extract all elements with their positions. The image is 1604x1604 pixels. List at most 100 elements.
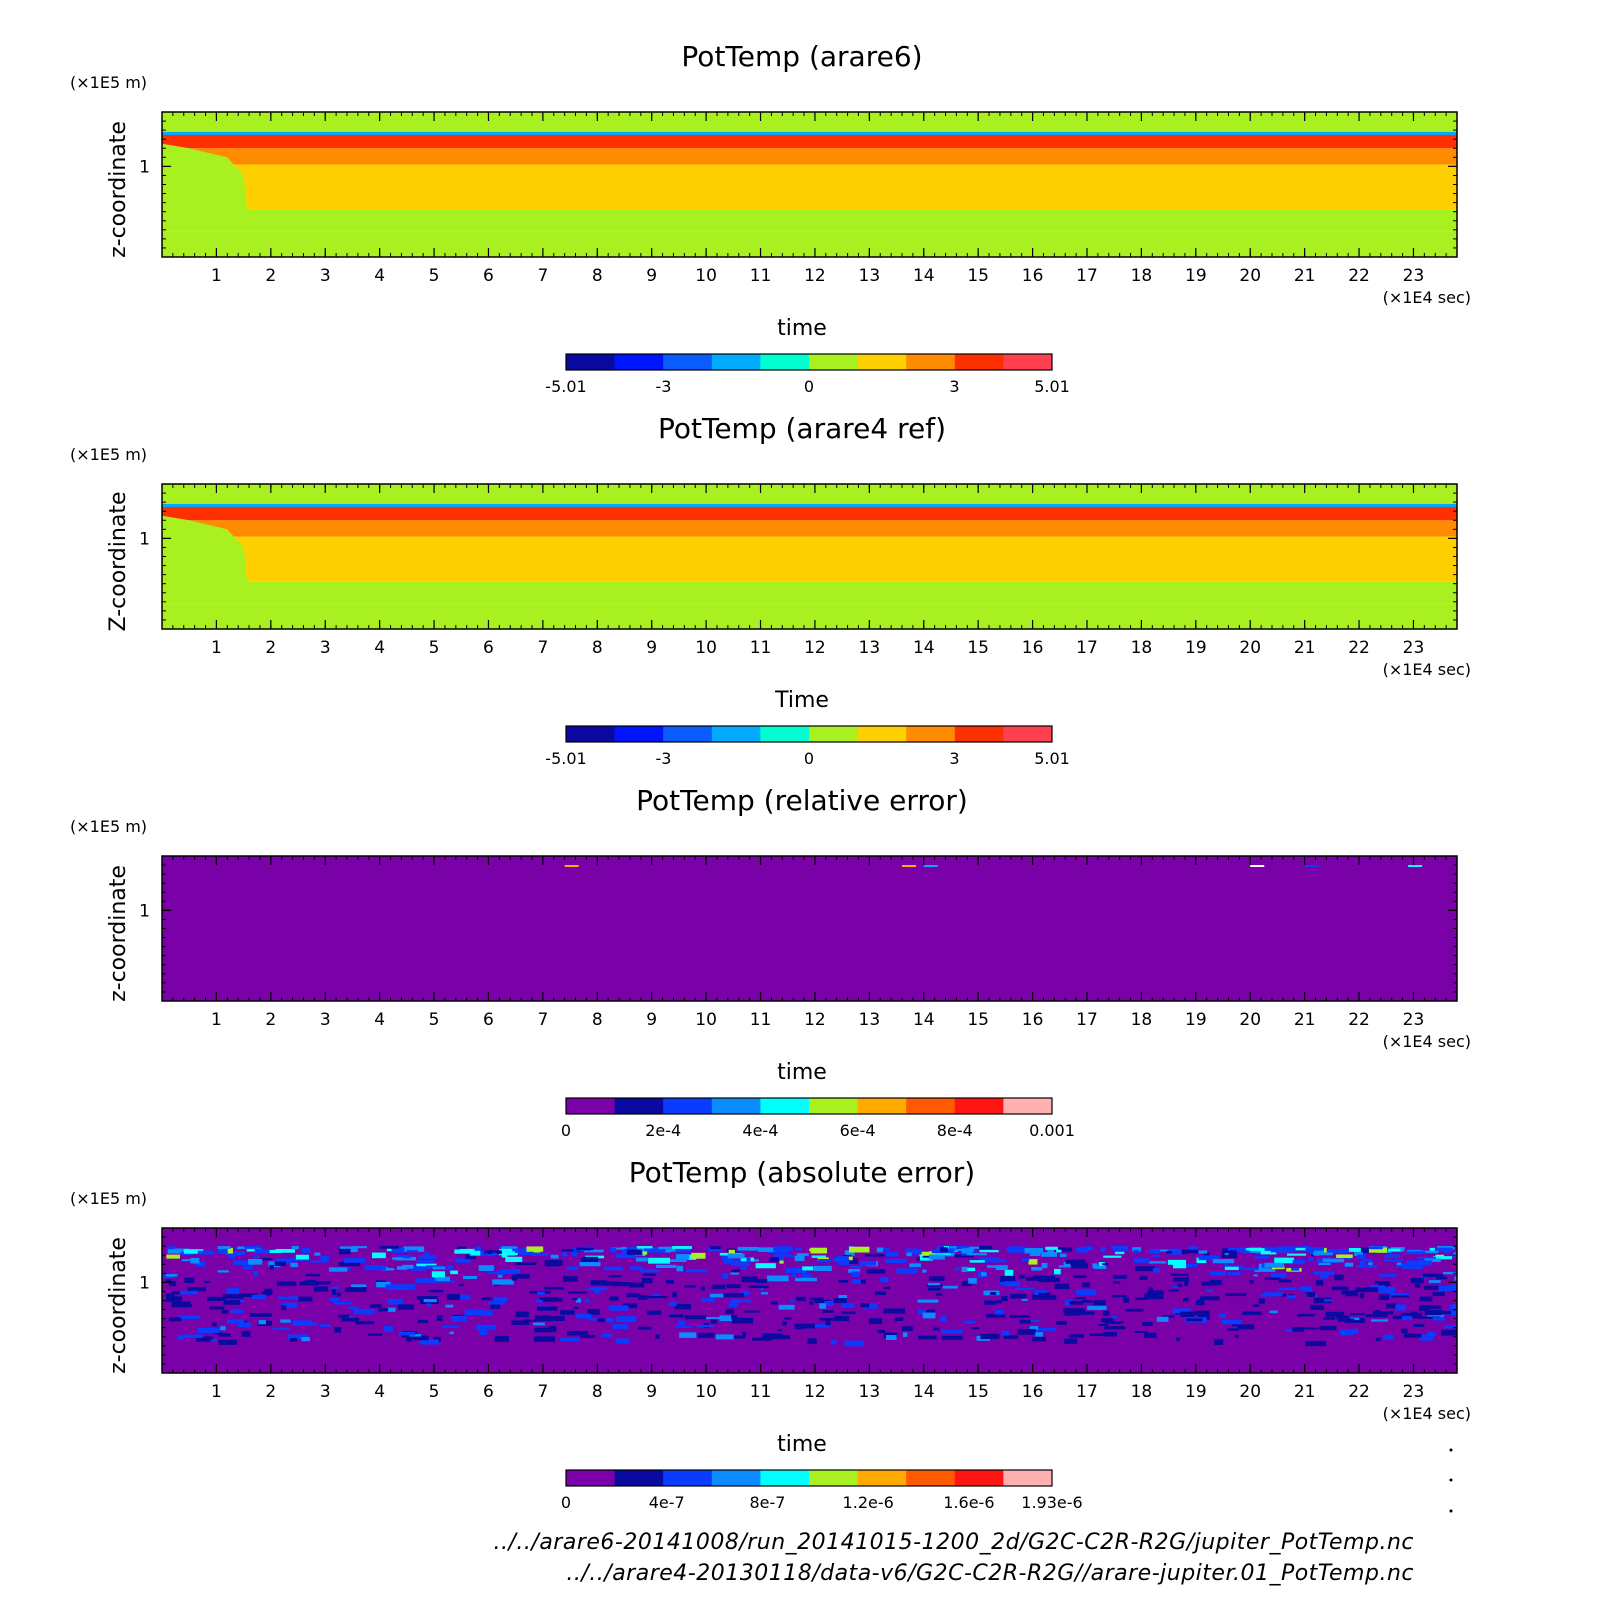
error-speckle bbox=[1045, 1246, 1058, 1250]
error-speckle bbox=[1172, 1308, 1191, 1314]
colorbar-segment bbox=[711, 726, 761, 742]
y-scale-label: (×1E5 m) bbox=[70, 1189, 147, 1208]
heatmap-fleck bbox=[306, 114, 315, 118]
heatmap-fleck bbox=[950, 486, 959, 490]
colorbar-label: 8e-7 bbox=[749, 1493, 785, 1512]
error-speckle bbox=[242, 1266, 253, 1270]
error-speckle bbox=[1168, 1248, 1182, 1255]
error-speckle bbox=[1410, 1277, 1424, 1284]
error-speckle bbox=[1260, 1293, 1274, 1297]
error-speckle bbox=[165, 1293, 175, 1297]
error-speckle bbox=[608, 1305, 629, 1311]
x-axis-label: time bbox=[777, 1060, 827, 1085]
x-tick-label: 5 bbox=[429, 266, 440, 286]
error-speckle bbox=[1354, 1252, 1363, 1257]
colorbar-segment bbox=[663, 1098, 713, 1114]
error-speckle bbox=[428, 1289, 444, 1293]
error-speckle bbox=[1324, 1299, 1332, 1302]
error-speckle bbox=[609, 1296, 619, 1301]
heatmap-fleck bbox=[743, 114, 753, 118]
error-speckle bbox=[971, 1246, 980, 1249]
error-speckle bbox=[524, 1247, 529, 1251]
error-speckle bbox=[1363, 1258, 1374, 1262]
heatmap-fleck bbox=[925, 114, 930, 118]
error-speckle bbox=[573, 1306, 579, 1309]
error-speckle bbox=[978, 1257, 1000, 1263]
error-speckle bbox=[392, 1257, 404, 1260]
x-tick-label: 19 bbox=[1185, 1010, 1207, 1030]
colorbar-segment bbox=[809, 1098, 859, 1114]
error-speckle bbox=[1325, 1311, 1345, 1317]
error-speckle bbox=[639, 1269, 660, 1273]
y-scale-label: (×1E5 m) bbox=[70, 445, 147, 464]
error-speckle bbox=[728, 1249, 735, 1254]
error-speckle bbox=[355, 1321, 375, 1325]
error-speckle bbox=[1225, 1293, 1247, 1297]
error-speckle bbox=[1144, 1293, 1164, 1300]
colorbar-label: 1.6e-6 bbox=[943, 1493, 994, 1512]
error-speckle bbox=[885, 1258, 907, 1264]
x-tick-label: 22 bbox=[1348, 638, 1370, 658]
error-speckle bbox=[1291, 1267, 1300, 1271]
error-speckle bbox=[1249, 1280, 1254, 1284]
x-tick-label: 17 bbox=[1076, 1382, 1098, 1402]
error-speckle bbox=[295, 1254, 309, 1260]
error-speckle bbox=[1316, 1280, 1324, 1286]
chart-title: PotTemp (absolute error) bbox=[629, 1156, 975, 1189]
heatmap-fleck bbox=[488, 114, 494, 118]
error-speckle bbox=[275, 1258, 292, 1264]
error-speckle bbox=[1135, 1266, 1155, 1272]
error-speckle bbox=[277, 1281, 297, 1286]
error-speckle bbox=[1356, 1265, 1378, 1268]
error-speckle bbox=[212, 1322, 217, 1327]
colorbar-label: -5.01 bbox=[545, 749, 586, 768]
error-speckle bbox=[290, 1262, 298, 1268]
heatmap-fleck bbox=[1422, 114, 1431, 118]
error-speckle bbox=[851, 1271, 860, 1277]
error-speckle bbox=[278, 1296, 300, 1300]
error-speckle bbox=[1218, 1313, 1226, 1319]
error-speckle bbox=[811, 1255, 827, 1258]
error-speckle bbox=[838, 1294, 848, 1301]
x-tick-label: 14 bbox=[913, 1010, 935, 1030]
error-speckle bbox=[501, 1246, 518, 1251]
error-speckle bbox=[1359, 1260, 1366, 1267]
colorbar-segment bbox=[1003, 726, 1053, 742]
error-speckle bbox=[830, 1340, 837, 1345]
colorbar-segment bbox=[566, 726, 616, 742]
error-speckle bbox=[721, 1255, 728, 1260]
error-speckle bbox=[918, 1335, 937, 1340]
error-speckle bbox=[1056, 1320, 1067, 1325]
error-speckle bbox=[249, 1313, 272, 1317]
error-speckle bbox=[810, 1324, 831, 1328]
x-tick-label: 17 bbox=[1076, 638, 1098, 658]
x-scale-label: (×1E4 sec) bbox=[1383, 660, 1471, 679]
error-speckle bbox=[809, 1248, 823, 1252]
error-speckle bbox=[981, 1272, 987, 1277]
heatmap-fleck bbox=[188, 114, 199, 118]
error-speckle bbox=[1064, 1311, 1080, 1316]
error-speckle bbox=[1103, 1255, 1122, 1258]
error-speckle bbox=[1320, 1274, 1329, 1279]
error-speckle bbox=[1386, 1303, 1397, 1309]
x-tick-label: 23 bbox=[1403, 266, 1425, 286]
error-speckle bbox=[961, 1280, 972, 1287]
error-speckle bbox=[492, 1279, 514, 1285]
error-speckle bbox=[933, 1327, 941, 1331]
error-speckle bbox=[291, 1246, 299, 1250]
colorbar-label: 5.01 bbox=[1034, 377, 1070, 396]
error-mark bbox=[564, 865, 579, 867]
error-speckle bbox=[628, 1282, 645, 1288]
error-speckle bbox=[1210, 1271, 1226, 1276]
error-speckle bbox=[487, 1250, 493, 1255]
error-speckle bbox=[737, 1246, 759, 1251]
x-tick-label: 21 bbox=[1294, 266, 1316, 286]
error-speckle bbox=[334, 1327, 342, 1333]
error-speckle bbox=[730, 1272, 739, 1275]
heatmap-band bbox=[162, 505, 1457, 521]
error-speckle bbox=[1024, 1248, 1043, 1254]
colorbar-frame bbox=[565, 353, 1053, 371]
error-speckle bbox=[740, 1290, 750, 1295]
colorbar-segment bbox=[566, 1470, 616, 1486]
error-speckle bbox=[576, 1313, 592, 1319]
